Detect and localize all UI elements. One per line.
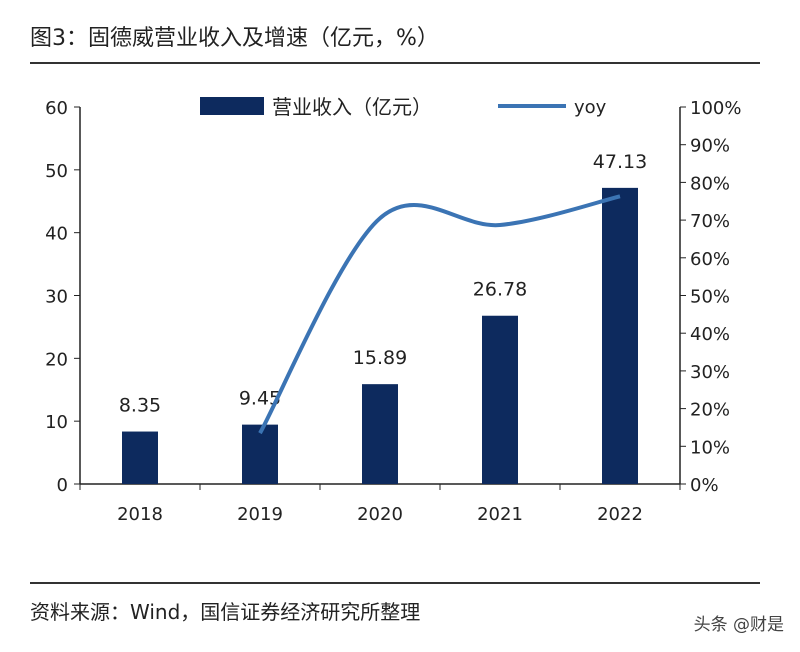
bar-label: 9.45 <box>239 388 281 410</box>
left-tick-label: 40 <box>45 224 68 245</box>
bar-label: 26.78 <box>473 279 527 301</box>
bar-label: 15.89 <box>353 347 407 369</box>
legend-line-label: yoy <box>574 97 607 118</box>
right-tick-label: 50% <box>690 287 730 308</box>
left-tick-label: 20 <box>45 349 68 370</box>
yoy-line <box>258 194 621 435</box>
right-tick-label: 0% <box>690 475 719 496</box>
bar-2019 <box>242 424 278 484</box>
right-tick-label: 100% <box>690 98 741 119</box>
bar-label: 47.13 <box>593 151 647 173</box>
right-tick-label: 20% <box>690 400 730 421</box>
bar-2021 <box>482 315 518 484</box>
legend-bar-swatch <box>200 97 264 115</box>
right-tick-label: 90% <box>690 136 730 157</box>
right-tick-label: 30% <box>690 362 730 383</box>
bar-2018 <box>122 431 158 484</box>
chart-title: 图3：固德威营业收入及增速（亿元，%） <box>30 26 439 51</box>
x-tick-label: 2022 <box>597 504 643 525</box>
bar-label: 8.35 <box>119 395 161 417</box>
right-tick-label: 60% <box>690 249 730 270</box>
left-tick-label: 30 <box>45 287 68 308</box>
source-divider <box>30 582 760 584</box>
left-tick-label: 60 <box>45 98 68 119</box>
bar-2022 <box>602 187 638 484</box>
left-tick-label: 10 <box>45 412 68 433</box>
left-tick-label: 50 <box>45 161 68 182</box>
bar-2020 <box>362 384 398 484</box>
watermark: 头条 @财是 <box>693 615 784 635</box>
right-tick-label: 10% <box>690 437 730 458</box>
title-divider <box>30 62 760 64</box>
source-note: 资料来源：Wind，国信证券经济研究所整理 <box>30 600 421 624</box>
x-tick-label: 2018 <box>117 504 163 525</box>
x-tick-label: 2020 <box>357 504 403 525</box>
x-tick-label: 2019 <box>237 504 283 525</box>
right-tick-label: 70% <box>690 211 730 232</box>
left-tick-label: 0 <box>57 475 68 496</box>
legend-bar-label: 营业收入（亿元） <box>272 95 432 119</box>
x-tick-label: 2021 <box>477 504 523 525</box>
right-tick-label: 80% <box>690 173 730 194</box>
right-tick-label: 40% <box>690 324 730 345</box>
